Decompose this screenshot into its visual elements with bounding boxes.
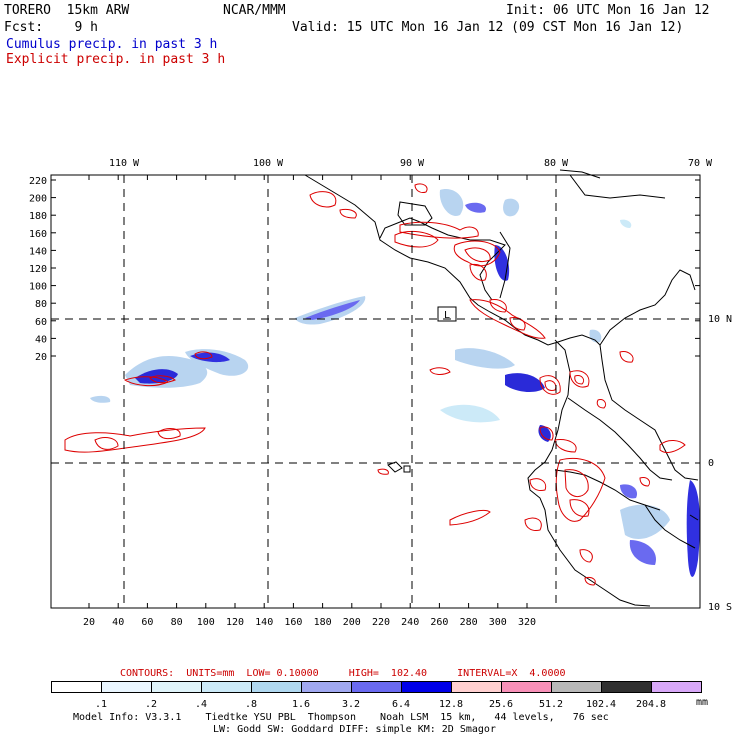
explicit-precip-contours xyxy=(64,183,686,586)
colorbar-label: 51.2 xyxy=(538,699,564,710)
explicit-legend: Explicit precip. in past 3 h xyxy=(6,52,226,67)
y-tick-label: 60 xyxy=(35,317,47,328)
y-tick-label: 80 xyxy=(35,299,47,310)
colorbar-swatch xyxy=(201,681,252,693)
lon-label: 100 W xyxy=(253,158,284,169)
x-tick-label: 160 xyxy=(284,617,302,628)
colorbar-swatch xyxy=(501,681,552,693)
cumulus-legend: Cumulus precip. in past 3 h xyxy=(6,37,218,52)
colorbar-swatch xyxy=(351,681,402,693)
colorbar-label: 12.8 xyxy=(438,699,464,710)
y-tick-label: 140 xyxy=(29,246,47,257)
x-tick-label: 20 xyxy=(83,617,95,628)
contours-info: CONTOURS: UNITS=mm LOW= 0.10000 HIGH= 10… xyxy=(120,668,566,679)
y-tick-label: 160 xyxy=(29,229,47,240)
x-tick-label: 220 xyxy=(372,617,390,628)
colorbar-label: .2 xyxy=(144,699,158,710)
lon-label: 70 W xyxy=(688,158,713,169)
x-tick-label: 240 xyxy=(401,617,419,628)
init-time: Init: 06 UTC Mon 16 Jan 12 xyxy=(506,3,710,18)
x-tick-label: 100 xyxy=(197,617,215,628)
colorbar-label: 25.6 xyxy=(488,699,514,710)
colorbar-swatch xyxy=(301,681,352,693)
colorbar-swatch xyxy=(401,681,452,693)
colorbar-label: 6.4 xyxy=(391,699,411,710)
forecast-hour: Fcst: 9 h xyxy=(4,20,98,35)
y-tick-label: 180 xyxy=(29,211,47,222)
colorbar-swatch xyxy=(251,681,302,693)
colorbar-swatch xyxy=(151,681,202,693)
x-tick-label: 40 xyxy=(112,617,124,628)
colorbar-swatch xyxy=(551,681,602,693)
lon-label: 90 W xyxy=(400,158,425,169)
colorbar-swatch xyxy=(601,681,652,693)
colorbar-unit: mm xyxy=(696,697,709,708)
colorbar-swatch xyxy=(51,681,102,693)
lat-label: 10 S xyxy=(708,602,732,613)
y-tick-label: 40 xyxy=(35,334,47,345)
lon-label: 80 W xyxy=(544,158,569,169)
org-label: NCAR/MMM xyxy=(223,3,286,18)
y-tick-label: 100 xyxy=(29,282,47,293)
lat-label: 0 xyxy=(708,458,714,469)
model-info: Model Info: V3.3.1 Tiedtke YSU PBL Thomp… xyxy=(73,712,609,723)
colorbar-label: 1.6 xyxy=(291,699,311,710)
model-title: TORERO 15km ARW xyxy=(4,3,130,18)
lat-label: 10 N xyxy=(708,314,732,325)
low-marker-box xyxy=(437,306,457,322)
axis-ticks xyxy=(51,175,700,608)
x-tick-label: 280 xyxy=(460,617,478,628)
cumulus-precip-shading xyxy=(90,189,700,577)
y-tick-label: 220 xyxy=(29,176,47,187)
colorbar-label: 102.4 xyxy=(585,699,617,710)
y-tick-label: 200 xyxy=(29,194,47,205)
x-tick-label: 260 xyxy=(430,617,448,628)
map-frame xyxy=(50,174,701,609)
x-tick-label: 320 xyxy=(518,617,536,628)
x-tick-label: 140 xyxy=(255,617,273,628)
y-tick-label: 120 xyxy=(29,264,47,275)
x-tick-label: 200 xyxy=(343,617,361,628)
x-tick-label: 180 xyxy=(314,617,332,628)
colorbar-swatch xyxy=(101,681,152,693)
low-label: L xyxy=(444,310,450,321)
valid-time: Valid: 15 UTC Mon 16 Jan 12 (09 CST Mon … xyxy=(292,20,684,35)
axis-tick-labels: 220 200 180 160 140 120 100 80 60 40 20 20 40 60 80 100… xyxy=(29,158,732,628)
colorbar-label: .4 xyxy=(194,699,208,710)
colorbar-label: 204.8 xyxy=(635,699,667,710)
x-tick-label: 80 xyxy=(171,617,183,628)
colorbar-swatch xyxy=(651,681,702,693)
colorbar-label: 3.2 xyxy=(341,699,361,710)
latlon-grid xyxy=(51,175,700,608)
colorbar-label: .1 xyxy=(94,699,108,710)
colorbar-label: .8 xyxy=(244,699,258,710)
x-tick-label: 60 xyxy=(141,617,153,628)
x-tick-label: 300 xyxy=(489,617,507,628)
x-tick-label: 120 xyxy=(226,617,244,628)
y-tick-label: 20 xyxy=(35,352,47,363)
physics-info: LW: Godd SW: Goddard DIFF: simple KM: 2D… xyxy=(213,724,496,735)
colorbar-swatch xyxy=(451,681,502,693)
coastline xyxy=(304,169,699,607)
lon-label: 110 W xyxy=(109,158,140,169)
